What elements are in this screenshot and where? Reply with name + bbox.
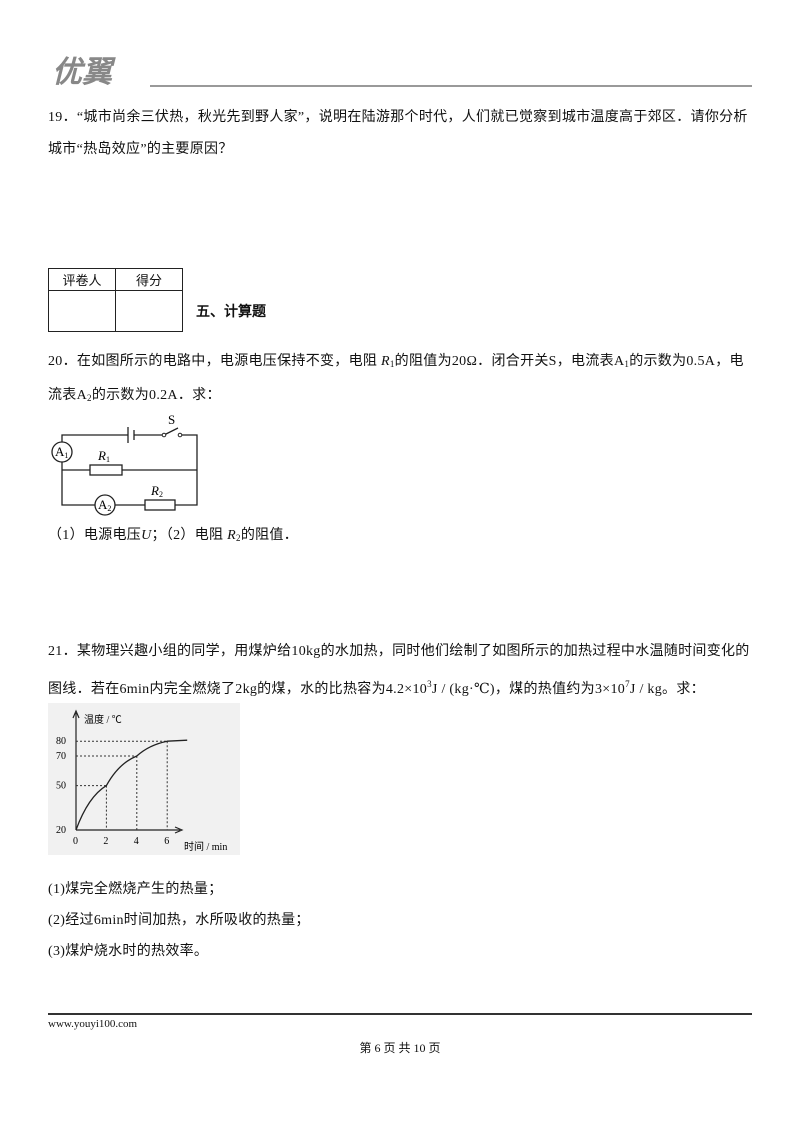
text: 的示数为0.5A，电流表A — [48, 354, 744, 403]
text: 21．某物理兴趣小组的同学，用煤炉给10kg的水加热，同时他们绘制了如图所示的加… — [48, 644, 750, 697]
logo: 优翼 — [52, 55, 116, 90]
text: （1）电源电压 — [48, 528, 142, 543]
header: 优翼 — [52, 55, 752, 90]
score-table: 评卷人 得分 — [48, 268, 183, 332]
temperature-curve — [75, 739, 188, 831]
y-tick-label: 70 — [56, 751, 66, 762]
text: 2 — [159, 490, 163, 499]
x-tick-label: 6 — [164, 836, 169, 847]
question-19: 19．“城市尚余三伏热，秋光先到野人家”，说明在陆游那个时代，人们就已觉察到城市… — [48, 102, 754, 166]
text: J / kg。求： — [629, 682, 705, 697]
ammeter-label: A2 — [98, 497, 111, 513]
text: 的示数为0.2A．求： — [91, 388, 221, 403]
cell: 评卷人 — [48, 268, 116, 291]
y-tick-label: 20 — [56, 825, 66, 836]
question-20: 20．在如图所示的电路中，电源电压保持不变，电阻 R1的阻值为20Ω．闭合开关S… — [48, 346, 754, 414]
graph-background — [48, 703, 240, 855]
text: ；（2）电阻 — [151, 528, 228, 543]
text: 1 — [389, 359, 395, 369]
text: U — [141, 528, 152, 543]
circuit: S A1 R1 A2 R2 — [51, 412, 198, 516]
resistor-label: R2 — [150, 483, 163, 499]
text: 1 — [624, 359, 630, 369]
question-20-parts: （1）电源电压U；（2）电阻 R2的阻值． — [48, 520, 754, 554]
text: 2 — [87, 393, 92, 403]
footer-url: www.youyi100.com — [48, 1018, 138, 1030]
text: 19．“城市尚余三伏热，秋光先到野人家”，说明在陆游那个时代，人们就已觉察到城市… — [48, 110, 748, 157]
text: A — [55, 444, 65, 459]
text: 的阻值为20Ω．闭合开关S，电流表A — [394, 354, 625, 369]
cell — [115, 290, 183, 332]
x-tick-label: 4 — [134, 836, 139, 847]
footer-rule — [48, 1013, 752, 1015]
text: R — [227, 528, 236, 543]
section-title: 五、计算题 — [196, 304, 266, 320]
graph: 温度 / ℃ 时间 / min 20 50 70 80 0 2 4 6 — [48, 703, 240, 855]
text: R — [97, 448, 106, 463]
y-tick-label: 80 — [56, 736, 66, 747]
sub-question: (3)煤炉烧水时的热效率。 — [48, 944, 209, 959]
text: R — [150, 483, 159, 498]
question-21: 21．某物理兴趣小组的同学，用煤炉给10kg的水加热，同时他们绘制了如图所示的加… — [48, 636, 754, 706]
text: A — [98, 497, 108, 512]
x-tick-label: 0 — [73, 836, 78, 847]
x-axis-label: 时间 / min — [184, 840, 227, 853]
text: 3 — [427, 679, 432, 689]
text: 2 — [236, 533, 241, 543]
text: 1 — [64, 451, 68, 460]
text: R — [381, 354, 390, 369]
text: 2 — [107, 504, 111, 513]
page-number: 第 6 页 共 10 页 — [359, 1041, 441, 1055]
cell — [48, 290, 116, 332]
text: 1 — [106, 455, 110, 464]
cell: 得分 — [115, 268, 183, 291]
x-tick-label: 2 — [103, 836, 108, 847]
y-tick-label: 50 — [56, 781, 66, 792]
y-axis-label: 温度 / ℃ — [84, 713, 122, 726]
switch-label: S — [168, 412, 175, 427]
text: J / (kg·℃)，煤的热值约为3×10 — [431, 682, 626, 697]
text: 20．在如图所示的电路中，电源电压保持不变，电阻 — [48, 354, 381, 369]
ammeter-label: A1 — [55, 444, 68, 460]
sub-question: (2)经过6min时间加热，水所吸收的热量； — [48, 913, 310, 928]
text: 的阻值． — [240, 528, 299, 543]
sub-question: (1)煤完全燃烧产生的热量； — [48, 882, 223, 897]
text: 7 — [625, 679, 630, 689]
resistor-label: R1 — [97, 448, 110, 464]
